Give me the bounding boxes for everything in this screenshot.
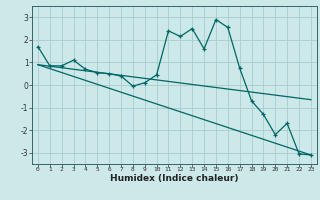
X-axis label: Humidex (Indice chaleur): Humidex (Indice chaleur): [110, 174, 239, 183]
